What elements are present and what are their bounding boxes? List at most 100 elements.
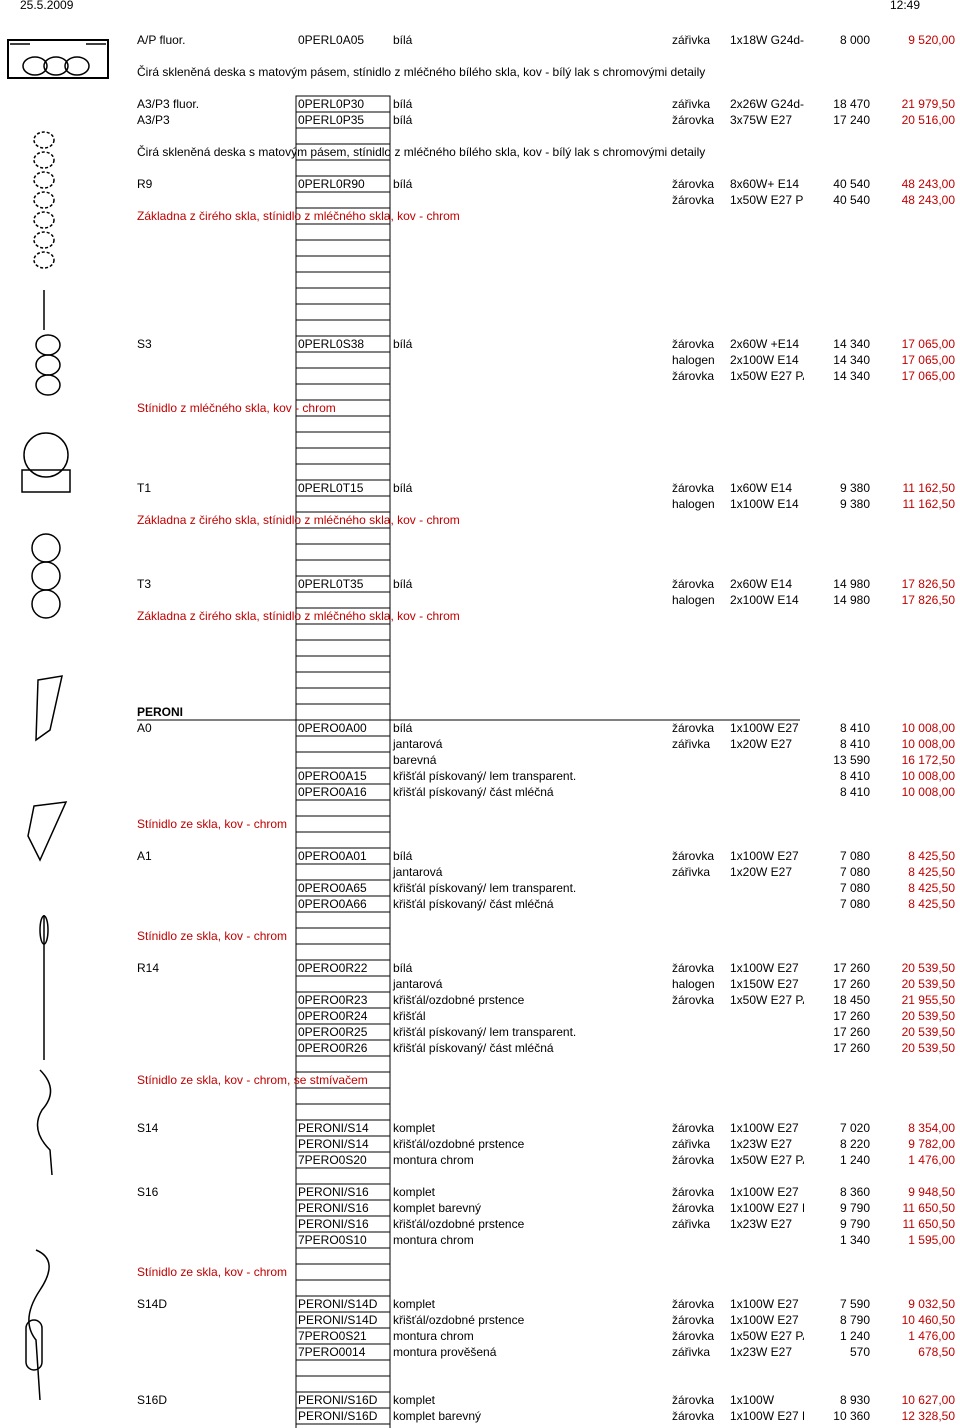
price-vat: 20 516,00 — [901, 113, 955, 127]
price: 7 080 — [839, 849, 870, 863]
spec: 2x100W E14 — [730, 353, 799, 367]
spec: 1x20W E27 — [730, 737, 793, 751]
code: 0PERO0R23 — [298, 993, 368, 1007]
finish: křišťál/ozdobné prstence — [393, 993, 525, 1007]
spec: 1x100W E27 F — [730, 1201, 804, 1215]
source: žárovka — [672, 721, 715, 735]
price-vat: 10 008,00 — [901, 785, 955, 799]
spec: 1x20W E27 — [730, 865, 793, 879]
cell-box — [295, 1359, 391, 1377]
code: PERONI/S16 — [298, 1201, 369, 1215]
code: 7PERO0014 — [298, 1345, 366, 1359]
code: PERONI/S14 — [298, 1121, 369, 1135]
source: žárovka — [672, 1409, 715, 1423]
spec: 1x100W E27 — [730, 1185, 799, 1199]
spec: 2x60W E14 — [730, 577, 793, 591]
cell-box — [295, 639, 391, 657]
source: žárovka — [672, 1329, 715, 1343]
cell-box — [295, 1247, 391, 1265]
spec: 1x18W G24d-: — [730, 33, 804, 47]
cell-box — [295, 975, 391, 993]
spec: 1x100W E27 — [730, 1313, 799, 1327]
spec: 1x100W E14 — [730, 497, 799, 511]
code: PERONI/S16 — [298, 1217, 369, 1231]
finish: bílá — [393, 33, 413, 47]
source: žárovka — [672, 1297, 715, 1311]
finish: křišťál/ozdobné prstence — [393, 1137, 525, 1151]
spec: 1x100W E27 — [730, 1297, 799, 1311]
finish: komplet — [393, 1297, 436, 1311]
time: 12:49 — [890, 0, 921, 12]
finish: bílá — [393, 721, 413, 735]
source: žárovka — [672, 577, 715, 591]
price-vat: 9 782,00 — [908, 1137, 955, 1151]
model: T1 — [137, 481, 152, 495]
spec: 8x60W+ E14 — [730, 177, 800, 191]
source: žárovka — [672, 113, 715, 127]
cell-box — [295, 463, 391, 481]
note: Stínidlo ze skla, kov - chrom — [137, 1265, 288, 1279]
price-vat: 48 243,00 — [901, 193, 955, 207]
finish: jantarová — [393, 977, 443, 991]
note: Základna z čirého skla, stínidlo z mléčn… — [137, 609, 460, 623]
code: PERONI/S16D — [298, 1409, 378, 1423]
model: A3/P3 fluor. — [137, 97, 200, 111]
model: R14 — [137, 961, 160, 975]
cell-box — [295, 559, 391, 577]
price: 1 240 — [839, 1329, 870, 1343]
price-vat: 8 425,50 — [908, 849, 955, 863]
spec: 1x100W — [730, 1393, 775, 1407]
price-vat: 8 425,50 — [908, 897, 955, 911]
source: zářivka — [672, 33, 711, 47]
cell-box — [295, 735, 391, 753]
price-vat: 10 008,00 — [901, 737, 955, 751]
cell-box — [295, 495, 391, 513]
code: 0PERO0A65 — [298, 881, 367, 895]
code: 0PERL0T35 — [298, 577, 364, 591]
cell-box — [295, 527, 391, 545]
price: 7 020 — [839, 1121, 870, 1135]
model: S14D — [137, 1297, 168, 1311]
source: žárovka — [672, 193, 715, 207]
price: 17 260 — [833, 977, 870, 991]
model: A1 — [137, 849, 152, 863]
price: 13 590 — [833, 753, 870, 767]
price: 17 260 — [833, 961, 870, 975]
price: 40 540 — [833, 177, 870, 191]
spec: 1x50W E27 PA — [730, 369, 804, 383]
price: 7 080 — [839, 897, 870, 911]
cell-box — [295, 383, 391, 401]
price: 18 450 — [833, 993, 870, 1007]
cell-box — [295, 703, 391, 721]
price-vat: 21 955,50 — [901, 993, 955, 1007]
finish: bílá — [393, 849, 413, 863]
cell-box — [295, 367, 391, 385]
cell-box — [295, 223, 391, 241]
finish: montura prověšená — [393, 1345, 497, 1359]
price-vat: 1 476,00 — [908, 1329, 955, 1343]
finish: křišťál/ozdobné prstence — [393, 1313, 525, 1327]
note: Stínidlo z mléčného skla, kov - chrom — [137, 401, 336, 415]
finish: křišťál pískovaný/ lem transparent. — [393, 881, 577, 895]
price-vat: 20 539,50 — [901, 961, 955, 975]
spec: 2x60W +E14 — [730, 337, 800, 351]
price: 8 220 — [839, 1137, 870, 1151]
price: 7 080 — [839, 865, 870, 879]
source: zářivka — [672, 737, 711, 751]
source: žárovka — [672, 1393, 715, 1407]
spec: 1x50W E27 PA — [730, 993, 804, 1007]
price-vat: 11 650,50 — [902, 1217, 956, 1231]
cell-box — [295, 447, 391, 465]
source: zářivka — [672, 865, 711, 879]
code: 0PERO0A15 — [298, 769, 367, 783]
spec: 1x100W E27 — [730, 961, 799, 975]
price-vat: 8 354,00 — [908, 1121, 955, 1135]
cell-box — [295, 831, 391, 849]
price-vat: 1 595,00 — [908, 1233, 955, 1247]
price: 7 080 — [839, 881, 870, 895]
price-vat: 10 460,50 — [901, 1313, 955, 1327]
code: 0PERO0R25 — [298, 1025, 368, 1039]
price-vat: 16 172,50 — [901, 753, 955, 767]
code: 0PERL0P30 — [298, 97, 365, 111]
finish: křišťál/ozdobné prstence — [393, 1217, 525, 1231]
